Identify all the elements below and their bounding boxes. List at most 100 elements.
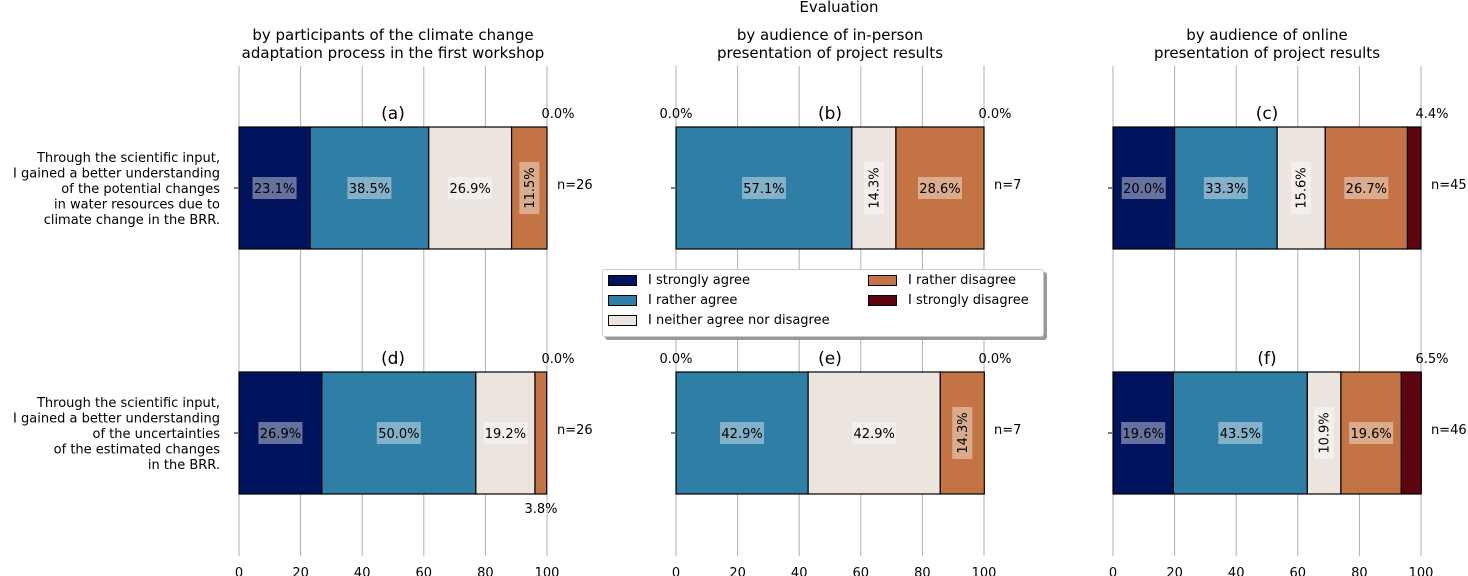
n-label: n=26 — [557, 178, 593, 193]
bar-segment — [939, 371, 985, 495]
legend-label: I rather disagree — [908, 273, 1016, 288]
column-title: by audience of online — [1186, 26, 1348, 44]
value-label: 14.3% — [956, 412, 971, 453]
value-label: 42.9% — [854, 427, 895, 442]
value-label-box — [519, 162, 540, 214]
legend-swatch — [608, 295, 637, 306]
row-label: of the estimated changes — [54, 443, 221, 458]
outside-value-label: 0.0% — [978, 107, 1011, 122]
x-tick-label: 100 — [972, 566, 997, 576]
column-title: presentation of project results — [717, 44, 943, 62]
bar-segment — [1112, 126, 1176, 250]
legend: I strongly agree I rather agree I neither … — [602, 269, 1044, 337]
value-label: 26.9% — [449, 182, 490, 197]
column-title: adaptation process in the first workshop — [242, 44, 545, 62]
bar-segment — [321, 371, 477, 495]
bar-segment — [1306, 371, 1342, 495]
outside-value-label: 0.0% — [659, 352, 692, 367]
legend-item: I strongly agree — [608, 273, 750, 288]
value-label-box — [258, 422, 303, 444]
value-label-box — [1218, 422, 1263, 444]
column-title: presentation of project results — [1154, 44, 1380, 62]
outside-value-label: 0.0% — [659, 107, 692, 122]
bar-segment — [851, 126, 897, 250]
row-label: Through the scientific input, — [36, 151, 220, 166]
legend-swatch — [608, 315, 637, 326]
value-label-box — [1291, 162, 1312, 214]
value-label: 26.7% — [1346, 182, 1387, 197]
bar-segment — [238, 126, 311, 250]
value-label-box — [347, 177, 392, 199]
value-label: 15.6% — [1295, 167, 1310, 208]
column-title: by audience of in-person — [737, 26, 923, 44]
outside-value-label: 3.8% — [524, 502, 557, 517]
column-title: by participants of the climate change — [252, 26, 533, 44]
value-label-box — [483, 422, 528, 444]
x-tick-label: 20 — [292, 566, 309, 576]
value-label: 19.6% — [1350, 427, 1391, 442]
legend-swatch — [608, 275, 637, 286]
legend-label: I strongly disagree — [908, 293, 1029, 308]
x-tick-label: 20 — [729, 566, 746, 576]
value-label: 19.2% — [485, 427, 526, 442]
value-label-box — [448, 177, 493, 199]
row-label: of the uncertainties — [93, 427, 221, 442]
panel-label: (c) — [1256, 104, 1279, 124]
row-label: Through the scientific input, — [36, 396, 220, 411]
chart-title: Evaluation — [799, 0, 878, 16]
value-label-box — [852, 422, 897, 444]
bar-segment — [675, 371, 809, 495]
legend-item: I rather disagree — [868, 273, 1016, 288]
bar-segment — [1112, 371, 1174, 495]
value-label-box — [1349, 422, 1394, 444]
bar-segment — [1324, 126, 1409, 250]
legend-swatch — [868, 275, 897, 286]
value-label: 43.5% — [1220, 427, 1261, 442]
x-tick-label: 60 — [416, 566, 433, 576]
row-label: in the BRR. — [148, 458, 220, 473]
x-tick-label: 80 — [1351, 566, 1368, 576]
outside-value-label: 0.0% — [541, 352, 574, 367]
x-tick-label: 100 — [535, 566, 560, 576]
value-label-box — [952, 407, 973, 459]
bar-segment — [309, 126, 430, 250]
panel-label: (f) — [1257, 349, 1276, 369]
x-tick-label: 0 — [672, 566, 680, 576]
bar-segment — [1276, 126, 1326, 250]
value-label: 11.5% — [523, 167, 538, 208]
value-label: 33.3% — [1205, 182, 1246, 197]
legend-swatch — [868, 295, 897, 306]
value-label-box — [917, 177, 962, 199]
legend-label: I rather agree — [648, 293, 738, 308]
row-label: of the potential changes — [61, 182, 220, 197]
x-tick-label: 60 — [1290, 566, 1307, 576]
panel-label: (d) — [381, 349, 405, 369]
value-label: 38.5% — [349, 182, 390, 197]
x-tick-label: 80 — [477, 566, 494, 576]
bar-segment — [1406, 126, 1422, 250]
bar-segment — [895, 126, 985, 250]
value-label-box — [252, 177, 297, 199]
n-label: n=26 — [557, 423, 593, 438]
value-label-box — [1203, 177, 1248, 199]
value-label: 26.9% — [260, 427, 301, 442]
legend-item: I rather agree — [608, 293, 737, 308]
outside-value-label: 0.0% — [541, 107, 574, 122]
value-label: 57.1% — [743, 182, 784, 197]
x-tick-label: 20 — [1166, 566, 1183, 576]
value-label: 10.9% — [1318, 412, 1333, 453]
bar-segment — [1172, 371, 1308, 495]
bar-segment — [475, 371, 536, 495]
x-tick-label: 40 — [1228, 566, 1245, 576]
panel-label: (e) — [818, 349, 842, 369]
x-tick-label: 40 — [791, 566, 808, 576]
row-label: I gained a better understanding — [13, 167, 220, 182]
value-label: 23.1% — [254, 182, 295, 197]
value-label-box — [1344, 177, 1389, 199]
bar-segment — [1400, 371, 1422, 495]
legend-item: I neither agree nor disagree — [608, 313, 830, 328]
bar-segment — [428, 126, 513, 250]
x-tick-label: 100 — [1409, 566, 1434, 576]
panel-label: (b) — [818, 104, 842, 124]
